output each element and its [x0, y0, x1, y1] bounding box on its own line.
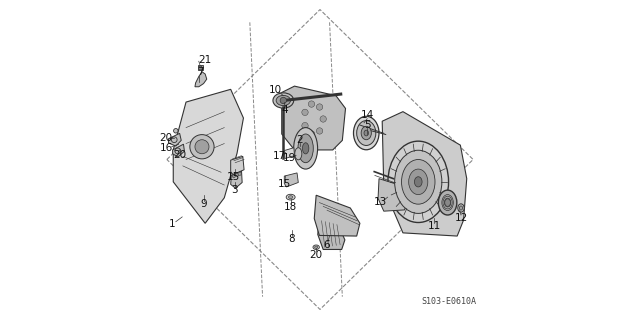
Circle shape [236, 173, 239, 176]
Ellipse shape [458, 204, 464, 212]
Ellipse shape [298, 134, 314, 163]
Text: 20: 20 [309, 250, 323, 260]
Text: 3: 3 [231, 185, 238, 196]
Ellipse shape [353, 116, 379, 150]
Ellipse shape [303, 143, 309, 154]
Ellipse shape [315, 246, 318, 248]
Text: 15: 15 [227, 172, 241, 182]
Circle shape [238, 172, 241, 175]
Ellipse shape [294, 128, 317, 169]
Ellipse shape [286, 194, 295, 200]
Polygon shape [198, 65, 203, 70]
Ellipse shape [388, 141, 449, 223]
Polygon shape [168, 133, 181, 146]
Ellipse shape [460, 206, 463, 210]
Polygon shape [382, 112, 467, 236]
Circle shape [302, 122, 308, 129]
Text: 13: 13 [373, 197, 387, 207]
Circle shape [308, 101, 315, 107]
Text: 19: 19 [283, 152, 296, 163]
Ellipse shape [415, 177, 422, 187]
Text: 15: 15 [278, 179, 291, 189]
Polygon shape [284, 148, 294, 159]
Ellipse shape [401, 160, 435, 204]
Polygon shape [230, 156, 244, 175]
Text: 20: 20 [159, 133, 172, 143]
Circle shape [320, 116, 326, 122]
Polygon shape [284, 173, 298, 187]
Text: S103-E0610A: S103-E0610A [422, 297, 477, 306]
Text: 11: 11 [428, 221, 441, 231]
Text: 4: 4 [281, 105, 287, 115]
Ellipse shape [445, 199, 451, 206]
Polygon shape [282, 86, 346, 150]
Ellipse shape [273, 93, 294, 108]
Circle shape [195, 140, 209, 154]
Ellipse shape [276, 95, 291, 106]
Circle shape [280, 97, 287, 104]
Text: 12: 12 [454, 213, 468, 223]
Text: 21: 21 [198, 55, 211, 65]
Ellipse shape [289, 196, 293, 198]
Text: 5: 5 [364, 120, 371, 130]
Ellipse shape [295, 148, 302, 160]
Ellipse shape [364, 130, 369, 136]
Text: 16: 16 [160, 143, 173, 153]
Text: 18: 18 [284, 202, 297, 212]
Circle shape [232, 174, 236, 178]
Text: 17: 17 [273, 151, 286, 161]
Polygon shape [173, 89, 243, 223]
Text: 14: 14 [361, 110, 374, 121]
Text: 20: 20 [173, 150, 186, 160]
Circle shape [316, 104, 323, 110]
Ellipse shape [313, 245, 319, 249]
Circle shape [198, 66, 202, 70]
Ellipse shape [356, 121, 376, 145]
Ellipse shape [395, 150, 442, 213]
Circle shape [173, 129, 178, 133]
Text: 8: 8 [289, 234, 295, 244]
Polygon shape [378, 179, 408, 211]
Polygon shape [173, 144, 184, 157]
Circle shape [308, 131, 315, 137]
Ellipse shape [438, 190, 457, 215]
Ellipse shape [409, 169, 428, 195]
Circle shape [302, 109, 308, 115]
Circle shape [316, 128, 323, 134]
Polygon shape [318, 219, 345, 249]
Polygon shape [314, 195, 360, 236]
Text: 6: 6 [324, 240, 330, 250]
Text: 1: 1 [168, 219, 175, 229]
Polygon shape [195, 72, 207, 87]
Text: 10: 10 [269, 85, 282, 95]
Ellipse shape [361, 126, 371, 140]
Polygon shape [230, 171, 242, 188]
Text: 9: 9 [200, 199, 207, 209]
Text: 7: 7 [197, 67, 204, 78]
Text: 2: 2 [296, 135, 303, 145]
Circle shape [190, 135, 214, 159]
